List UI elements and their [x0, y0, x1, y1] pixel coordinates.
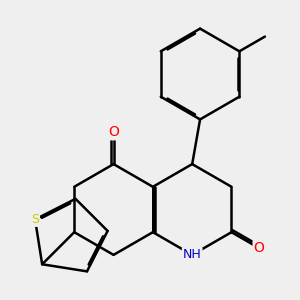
Text: O: O	[108, 125, 119, 139]
Text: NH: NH	[183, 248, 202, 261]
Text: O: O	[254, 241, 265, 255]
Text: S: S	[31, 213, 39, 226]
